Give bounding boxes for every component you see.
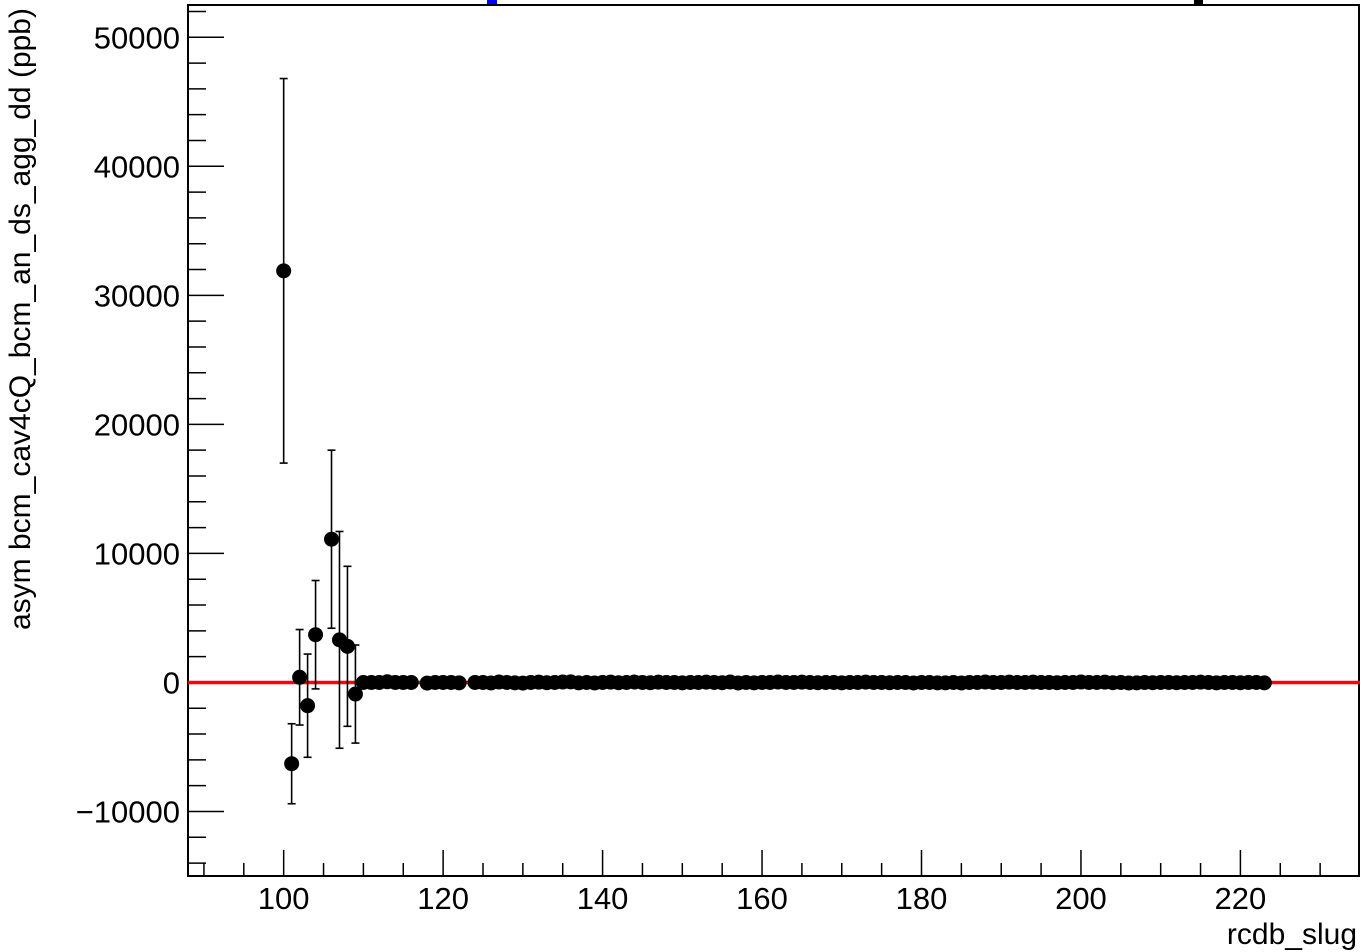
y-tick-label: 50000 <box>94 20 180 55</box>
title-fragment-clipped <box>487 0 497 5</box>
point-marker <box>292 669 308 685</box>
x-tick-label: 140 <box>577 881 629 916</box>
data-point <box>300 653 316 759</box>
point-marker <box>1256 675 1272 691</box>
x-tick-label: 220 <box>1215 881 1267 916</box>
point-marker <box>308 627 324 643</box>
x-tick-label: 200 <box>1055 881 1107 916</box>
y-tick-label: 30000 <box>94 278 180 313</box>
data-point <box>308 579 324 690</box>
data-point <box>276 77 292 464</box>
x-tick-label: 160 <box>736 881 788 916</box>
point-marker <box>451 675 467 691</box>
y-axis-ticks: −10000 0 10000 20000 30000 40000 50000 <box>76 10 224 864</box>
plot-border <box>187 4 1360 877</box>
x-axis-ticks: 100 120 140 160 180 200 220 <box>203 850 1321 916</box>
point-marker <box>403 674 419 690</box>
data-point <box>324 449 340 630</box>
x-tick-label: 120 <box>417 881 469 916</box>
data-points <box>276 77 1272 805</box>
data-point <box>451 675 467 691</box>
data-point <box>1256 675 1272 691</box>
data-point <box>284 722 300 805</box>
y-tick-label: 0 <box>163 665 180 700</box>
y-tick-label: 40000 <box>94 149 180 184</box>
title-fragment-clipped-right <box>1194 0 1203 4</box>
plot-frame <box>187 4 1360 877</box>
y-axis-title: asym bcm_cav4cQ_bcm_an_ds_agg_dd (ppb) <box>4 8 37 630</box>
point-marker <box>347 686 363 702</box>
point-marker <box>284 756 300 772</box>
y-tick-label: 10000 <box>94 536 180 571</box>
point-marker <box>300 698 316 714</box>
x-axis-title: rcdb_slug <box>1227 918 1357 951</box>
data-point <box>339 565 355 728</box>
y-tick-label: 20000 <box>94 407 180 442</box>
point-marker <box>339 638 355 654</box>
data-point <box>403 674 419 690</box>
data-point <box>292 628 308 726</box>
y-tick-label: −10000 <box>76 794 180 829</box>
point-marker <box>324 531 340 547</box>
data-point <box>347 644 363 744</box>
point-marker <box>276 263 292 279</box>
x-tick-label: 100 <box>258 881 310 916</box>
x-tick-label: 180 <box>896 881 948 916</box>
